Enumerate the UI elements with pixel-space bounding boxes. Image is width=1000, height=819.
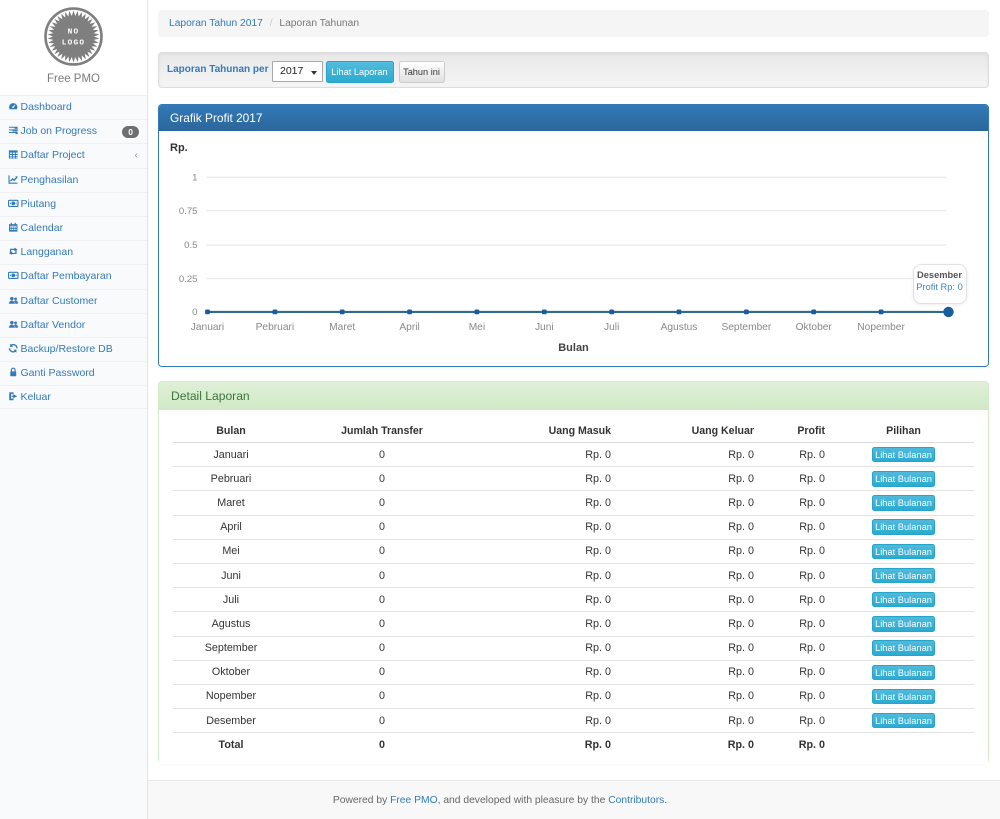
- svg-text:April: April: [399, 321, 419, 332]
- svg-text:Oktober: Oktober: [796, 321, 833, 332]
- svg-text:0: 0: [192, 307, 197, 318]
- svg-text:LOGO: LOGO: [62, 40, 85, 48]
- svg-text:Nopember: Nopember: [857, 321, 905, 332]
- svg-text:September: September: [721, 321, 771, 332]
- svg-text:NO: NO: [68, 29, 80, 37]
- svg-text:Mei: Mei: [469, 321, 485, 332]
- svg-text:Maret: Maret: [329, 321, 355, 332]
- svg-text:Juni: Juni: [535, 321, 554, 332]
- svg-text:1: 1: [192, 172, 197, 183]
- svg-text:0.5: 0.5: [184, 240, 197, 251]
- svg-text:Pebruari: Pebruari: [256, 321, 295, 332]
- svg-text:Agustus: Agustus: [661, 321, 698, 332]
- svg-text:Januari: Januari: [191, 321, 224, 332]
- svg-text:Juli: Juli: [604, 321, 619, 332]
- svg-text:0.75: 0.75: [179, 206, 198, 217]
- svg-text:0.25: 0.25: [179, 273, 198, 284]
